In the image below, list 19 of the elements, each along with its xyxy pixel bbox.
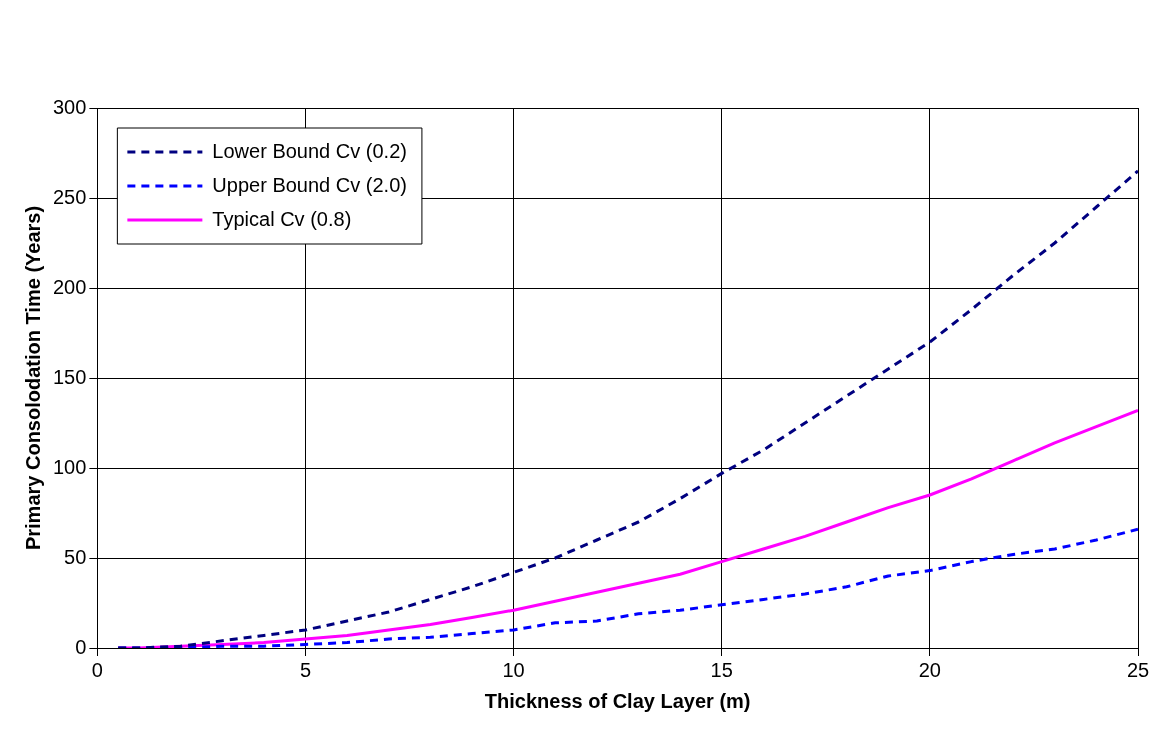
y-tick-label: 0 xyxy=(75,635,87,658)
y-tick-label: 250 xyxy=(52,185,87,208)
y-tick-label: 300 xyxy=(52,95,87,118)
y-axis-title: Primary Consolodation Time (Years) xyxy=(21,205,44,551)
x-tick-label: 10 xyxy=(502,658,525,681)
legend-label: Upper Bound Cv (2.0) xyxy=(212,173,407,196)
legend-label: Lower Bound Cv (0.2) xyxy=(212,139,407,162)
y-tick-label: 100 xyxy=(52,455,87,478)
x-tick-label: 5 xyxy=(299,658,312,681)
x-tick-label: 25 xyxy=(1126,658,1150,681)
y-tick-label: 50 xyxy=(64,545,87,568)
x-axis-title: Thickness of Clay Layer (m) xyxy=(484,689,751,712)
legend-label: Typical Cv (0.8) xyxy=(212,207,352,230)
line-series xyxy=(116,169,1138,648)
y-tick-label: 200 xyxy=(52,275,87,298)
x-tick-label: 20 xyxy=(918,658,941,681)
y-tick-label: 150 xyxy=(52,365,87,388)
x-tick-label: 0 xyxy=(91,658,103,681)
x-tick-label: 15 xyxy=(710,658,733,681)
